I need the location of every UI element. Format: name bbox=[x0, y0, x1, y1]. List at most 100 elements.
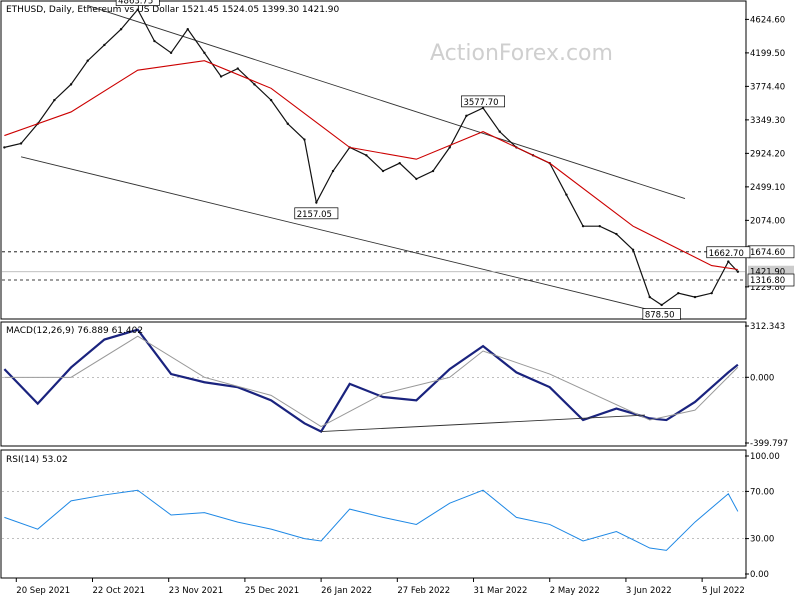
level-label-box bbox=[747, 273, 795, 287]
lower-channel-line bbox=[20, 156, 679, 318]
price-point bbox=[69, 83, 73, 86]
price-point bbox=[710, 291, 713, 295]
price-point bbox=[736, 270, 740, 273]
annotation-label: 3577.70 bbox=[463, 98, 498, 108]
price-point bbox=[315, 201, 318, 204]
price-point bbox=[303, 138, 306, 141]
macd-trend-line bbox=[321, 414, 646, 432]
price-y-tick-label: 3349.30 bbox=[750, 116, 785, 126]
level-label: 1316.80 bbox=[750, 276, 785, 286]
price-point bbox=[727, 260, 730, 263]
price-panel: 4624.60 4199.50 3774.40 3349.30 2924.20 2499.… bbox=[2, 0, 795, 321]
macd-panel-frame bbox=[0, 321, 747, 447]
macd-title: MACD(12,26,9) 76.889 61.402 bbox=[6, 326, 143, 336]
price-point bbox=[448, 146, 451, 149]
level-label: 1674.60 bbox=[750, 248, 785, 258]
price-point bbox=[431, 169, 435, 173]
price-series-line bbox=[4, 8, 739, 306]
price-point bbox=[465, 114, 468, 118]
macd-panel: 312.343 0.000 -399.797 bbox=[2, 322, 788, 449]
price-point bbox=[581, 224, 585, 228]
price-point bbox=[119, 28, 123, 31]
annotation-label: 1662.70 bbox=[709, 249, 744, 259]
price-panel-frame bbox=[0, 0, 747, 320]
upper-channel-line bbox=[87, 5, 686, 200]
annotation-label: 4863.75 bbox=[118, 0, 153, 7]
price-point bbox=[648, 295, 651, 299]
price-point bbox=[103, 43, 106, 47]
price-point bbox=[286, 122, 289, 125]
x-tick-label: 26 Jan 2022 bbox=[321, 586, 372, 596]
rsi-y-tick-label: 0.00 bbox=[750, 570, 769, 580]
price-point bbox=[253, 83, 256, 86]
price-point bbox=[53, 98, 56, 102]
price-y-tick-label: 3774.40 bbox=[750, 82, 785, 92]
price-point bbox=[365, 154, 368, 157]
macd-signal-line bbox=[4, 335, 739, 428]
price-point bbox=[186, 28, 189, 31]
rsi-line bbox=[4, 489, 739, 551]
rsi-y-tick-label: 70.00 bbox=[750, 487, 774, 497]
price-y-tick-label: 4624.60 bbox=[750, 15, 785, 25]
macd-y-tick-label: 0.000 bbox=[750, 373, 774, 383]
annotation-label: 2157.05 bbox=[297, 210, 332, 220]
price-point bbox=[219, 75, 223, 78]
price-point bbox=[565, 193, 568, 196]
macd-y-tick-label: -399.797 bbox=[750, 439, 788, 449]
rsi-panel: 100.00 70.00 30.00 0.00 bbox=[2, 452, 780, 580]
price-point bbox=[203, 51, 206, 55]
price-y-tick-label: 2074.00 bbox=[750, 216, 785, 226]
price-point bbox=[331, 169, 335, 173]
price-point bbox=[269, 98, 273, 102]
price-point bbox=[398, 161, 401, 165]
macd-y-tick-label: 312.343 bbox=[750, 322, 785, 332]
price-point bbox=[660, 303, 663, 307]
price-point bbox=[615, 232, 618, 236]
price-point bbox=[236, 67, 239, 70]
macd-line bbox=[3, 328, 739, 433]
annotation-label: 878.50 bbox=[645, 311, 675, 321]
price-point bbox=[481, 106, 485, 110]
price-point bbox=[3, 146, 6, 149]
price-point bbox=[86, 59, 89, 62]
price-point bbox=[381, 169, 385, 173]
level-label: 1421.90 bbox=[750, 268, 785, 278]
x-tick-label: 20 Sep 2021 bbox=[16, 586, 70, 596]
x-tick-label: 23 Nov 2021 bbox=[169, 586, 223, 596]
price-point bbox=[693, 295, 697, 299]
x-tick-label: 25 Dec 2021 bbox=[245, 586, 299, 596]
price-y-tick-label: 1229.80 bbox=[750, 283, 785, 293]
price-point bbox=[136, 8, 139, 11]
price-y-tick-label: 2924.20 bbox=[750, 149, 785, 159]
moving-average-line bbox=[4, 60, 738, 271]
x-tick-label: 31 Mar 2022 bbox=[474, 586, 528, 596]
x-axis: 20 Sep 2021 22 Oct 2021 23 Nov 2021 25 Dec … bbox=[15, 578, 745, 596]
price-point bbox=[498, 130, 501, 133]
annotation-box bbox=[706, 246, 751, 259]
annotation-box bbox=[115, 0, 160, 6]
x-tick-label: 5 Jul 2022 bbox=[702, 586, 745, 596]
rsi-y-tick-label: 100.00 bbox=[750, 452, 780, 462]
price-point bbox=[631, 248, 635, 252]
x-tick-label: 3 Jun 2022 bbox=[626, 586, 672, 596]
price-point bbox=[415, 177, 418, 181]
x-tick-label: 2 May 2022 bbox=[550, 586, 600, 596]
rsi-y-tick-label: 30.00 bbox=[750, 535, 774, 545]
price-y-tick-label: 4199.50 bbox=[750, 49, 785, 59]
x-tick-label: 27 Feb 2022 bbox=[397, 586, 450, 596]
price-point bbox=[153, 39, 156, 43]
annotation-box bbox=[294, 207, 339, 220]
price-point bbox=[598, 224, 601, 228]
rsi-panel-frame bbox=[0, 449, 747, 579]
x-tick-label: 22 Oct 2021 bbox=[92, 586, 145, 596]
watermark: ActionForex.com bbox=[430, 41, 613, 66]
price-point bbox=[19, 142, 23, 145]
annotation-box bbox=[642, 308, 681, 320]
annotation-box bbox=[461, 95, 505, 108]
price-point bbox=[677, 291, 680, 295]
price-point bbox=[169, 51, 173, 55]
price-y-tick-label: 2499.10 bbox=[750, 183, 785, 193]
rsi-title: RSI(14) 53.02 bbox=[6, 455, 68, 465]
header-text: ETHUSD, Daily, Ethereum vs US Dollar 152… bbox=[6, 5, 340, 15]
